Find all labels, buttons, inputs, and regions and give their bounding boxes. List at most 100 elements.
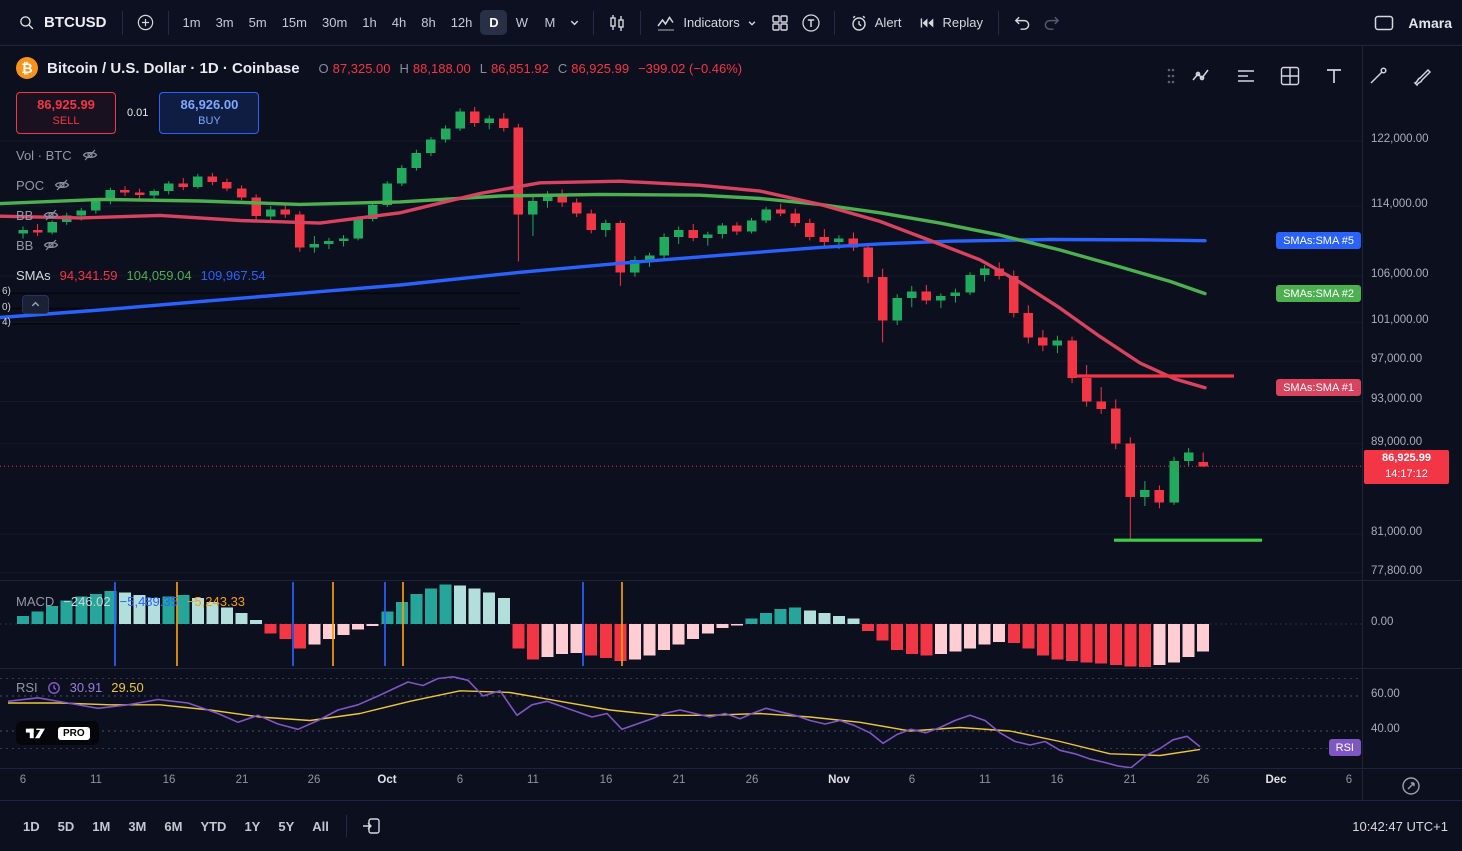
alert-button[interactable]: Alert — [842, 8, 910, 38]
symbol-header: ₿ Bitcoin / U.S. Dollar · 1D · Coinbase … — [16, 57, 742, 79]
poc-visibility-button[interactable] — [53, 176, 71, 194]
range-all[interactable]: All — [303, 813, 338, 840]
scroll-to-realtime-button[interactable] — [1400, 773, 1426, 799]
brush-tool-button[interactable] — [1404, 58, 1440, 94]
bb1-visibility-button[interactable] — [42, 206, 60, 224]
horizontal-lines-tool-button[interactable] — [1228, 58, 1264, 94]
chart-style-button[interactable] — [601, 7, 633, 39]
timeframe-12h[interactable]: 12h — [444, 10, 480, 35]
range-ytd[interactable]: YTD — [191, 813, 235, 840]
template-button[interactable] — [795, 7, 827, 39]
macd-legend[interactable]: MACD −246.02 −5,489.35 −5,243.33 — [16, 594, 245, 609]
sell-label: SELL — [52, 115, 80, 128]
range-5d[interactable]: 5D — [49, 813, 84, 840]
legend-row-volume[interactable]: Vol · BTC — [16, 144, 266, 166]
sma-value: 104,059.04 — [126, 267, 192, 283]
pin-tool-button[interactable] — [1360, 58, 1396, 94]
layout-grid-button[interactable] — [765, 8, 795, 38]
range-1y[interactable]: 1Y — [235, 813, 269, 840]
timeframe-1h[interactable]: 1h — [355, 10, 383, 35]
candles-icon — [610, 14, 625, 31]
compare-add-button[interactable] — [130, 7, 161, 38]
time-axis-label: 11 — [979, 774, 991, 786]
drawing-toolbar — [1166, 58, 1440, 94]
chart-canvas[interactable] — [0, 46, 1362, 768]
toolbar-divider — [167, 10, 169, 35]
time-axis-label: 21 — [672, 774, 686, 786]
legend-row-poc[interactable]: POC — [16, 174, 266, 196]
rsi-settings-icon[interactable] — [47, 681, 61, 695]
range-6m[interactable]: 6M — [155, 813, 191, 840]
timeframe-1m[interactable]: 1m — [176, 10, 208, 35]
drawing-level-label: 4) — [2, 317, 11, 328]
bottom-toolbar: 1D 5D 1M 3M 6M YTD 1Y 5Y All 10:42:47 UTC+1 — [0, 800, 1462, 851]
legend-row-bb2[interactable]: BB — [16, 234, 266, 256]
tradingview-watermark: PRO — [16, 721, 99, 745]
close-label: C — [557, 60, 568, 76]
toolbar-divider — [593, 10, 595, 35]
range-5y[interactable]: 5Y — [269, 813, 303, 840]
toolbar-divider — [640, 10, 642, 35]
replay-label: Replay — [942, 15, 983, 30]
price-scale-label: 40.00 — [1371, 723, 1400, 735]
replay-button[interactable]: Replay — [910, 8, 991, 38]
poc-label: POC — [16, 177, 45, 193]
timeframe-expand-button[interactable] — [563, 11, 586, 34]
timeframe-30m[interactable]: 30m — [315, 10, 354, 35]
t-circle-icon — [802, 13, 820, 32]
lines-icon — [1238, 70, 1254, 82]
range-1m[interactable]: 1M — [83, 813, 119, 840]
timeframe-M[interactable]: M — [536, 10, 563, 35]
text-tool-button[interactable] — [1316, 58, 1352, 94]
timeframe-3m[interactable]: 3m — [209, 10, 241, 35]
panes-tool-button[interactable] — [1272, 58, 1308, 94]
symbol-search-button[interactable]: BTCUSD — [10, 8, 115, 37]
text-tool-icon — [1327, 69, 1341, 83]
undo-button[interactable] — [1006, 7, 1037, 38]
drag-handle-icon[interactable] — [1166, 67, 1176, 85]
timeframe-15m[interactable]: 15m — [275, 10, 314, 35]
go-to-date-button[interactable] — [355, 810, 387, 842]
timeframe-group: 1m 3m 5m 15m 30m 1h 4h 8h 12h D W M — [176, 10, 564, 35]
pane-separator-price-macd[interactable] — [0, 580, 1462, 581]
timeframe-4h[interactable]: 4h — [385, 10, 413, 35]
timeframe-D[interactable]: D — [480, 10, 508, 35]
timeframe-5m[interactable]: 5m — [242, 10, 274, 35]
collapse-drawings-button[interactable] — [22, 295, 49, 314]
close-value: 86,925.99 — [571, 60, 630, 76]
rsi-value: 30.91 — [69, 680, 103, 695]
user-name[interactable]: Amara — [1408, 14, 1452, 31]
buy-button[interactable]: 86,926.00 BUY — [159, 92, 260, 134]
toolbar-divider — [833, 10, 835, 35]
volume-visibility-button[interactable] — [81, 146, 99, 164]
toolbar-divider — [345, 815, 347, 837]
drawing-level-label: 6) — [2, 286, 11, 297]
clock-timezone-button[interactable]: 10:42:47 UTC+1 — [1352, 818, 1448, 834]
time-axis-label: 16 — [162, 774, 176, 786]
indicators-button[interactable]: Indicators — [648, 7, 764, 39]
sma-value: 109,967.54 — [200, 267, 266, 283]
time-axis-label: 11 — [90, 774, 102, 786]
legend-row-smas[interactable]: SMAs 94,341.59 104,059.04 109,967.54 — [16, 264, 266, 286]
window-button[interactable] — [1368, 9, 1400, 37]
macd-label: MACD — [16, 594, 55, 609]
time-axis[interactable]: 6 11 16 21 26 Oct 6 11 16 21 26 Nov 6 11 16 21 26 Dec 6 — [0, 768, 1362, 800]
symbol-title[interactable]: Bitcoin / U.S. Dollar · 1D · Coinbase — [47, 59, 300, 77]
line-chart-tool-button[interactable] — [1184, 58, 1220, 94]
sell-button[interactable]: 86,925.99 SELL — [16, 92, 116, 134]
range-1d[interactable]: 1D — [14, 813, 49, 840]
rsi-legend[interactable]: RSI 30.91 29.50 — [16, 680, 144, 695]
buy-label: BUY — [198, 115, 221, 128]
legend-row-bb1[interactable]: BB — [16, 204, 266, 226]
timeframe-8h[interactable]: 8h — [414, 10, 442, 35]
polyline-icon — [1192, 69, 1209, 81]
price-scale-label: 101,000.00 — [1371, 314, 1429, 326]
range-3m[interactable]: 3M — [119, 813, 155, 840]
redo-button[interactable] — [1037, 7, 1068, 38]
bb2-visibility-button[interactable] — [42, 236, 60, 254]
time-axis-label: 26 — [1196, 774, 1210, 786]
high-value: 88,188.00 — [412, 60, 471, 76]
timeframe-W[interactable]: W — [508, 10, 535, 35]
pane-separator-macd-rsi[interactable] — [0, 668, 1462, 669]
bb1-label: BB — [16, 207, 34, 223]
